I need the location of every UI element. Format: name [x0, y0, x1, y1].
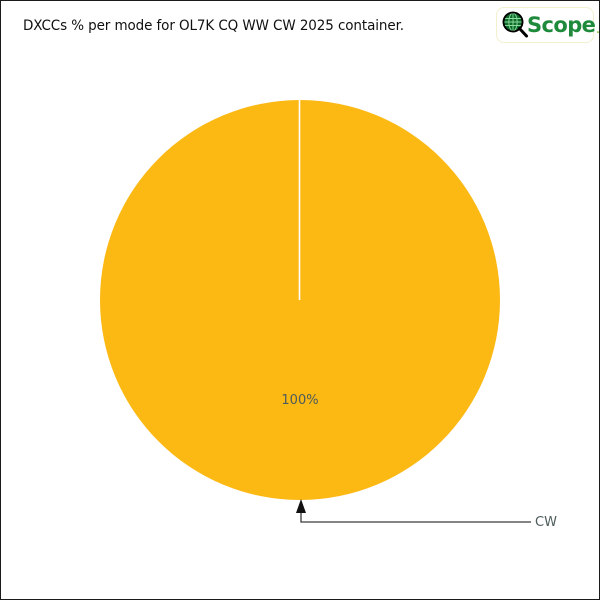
logo-wordmark: Scope: [527, 12, 596, 37]
scope-logo[interactable]: Scope .org: [496, 7, 599, 43]
logo-tld: .org: [596, 26, 600, 36]
legend-arrow-head: [296, 499, 306, 513]
legend-leader-line: [300, 511, 531, 523]
globe-magnifier-icon: [501, 11, 529, 39]
chart-title: DXCCs % per mode for OL7K CQ WW CW 2025 …: [23, 18, 404, 34]
pie-slice-value-label: 100%: [281, 393, 318, 408]
legend-label-cw: CW: [535, 515, 557, 530]
